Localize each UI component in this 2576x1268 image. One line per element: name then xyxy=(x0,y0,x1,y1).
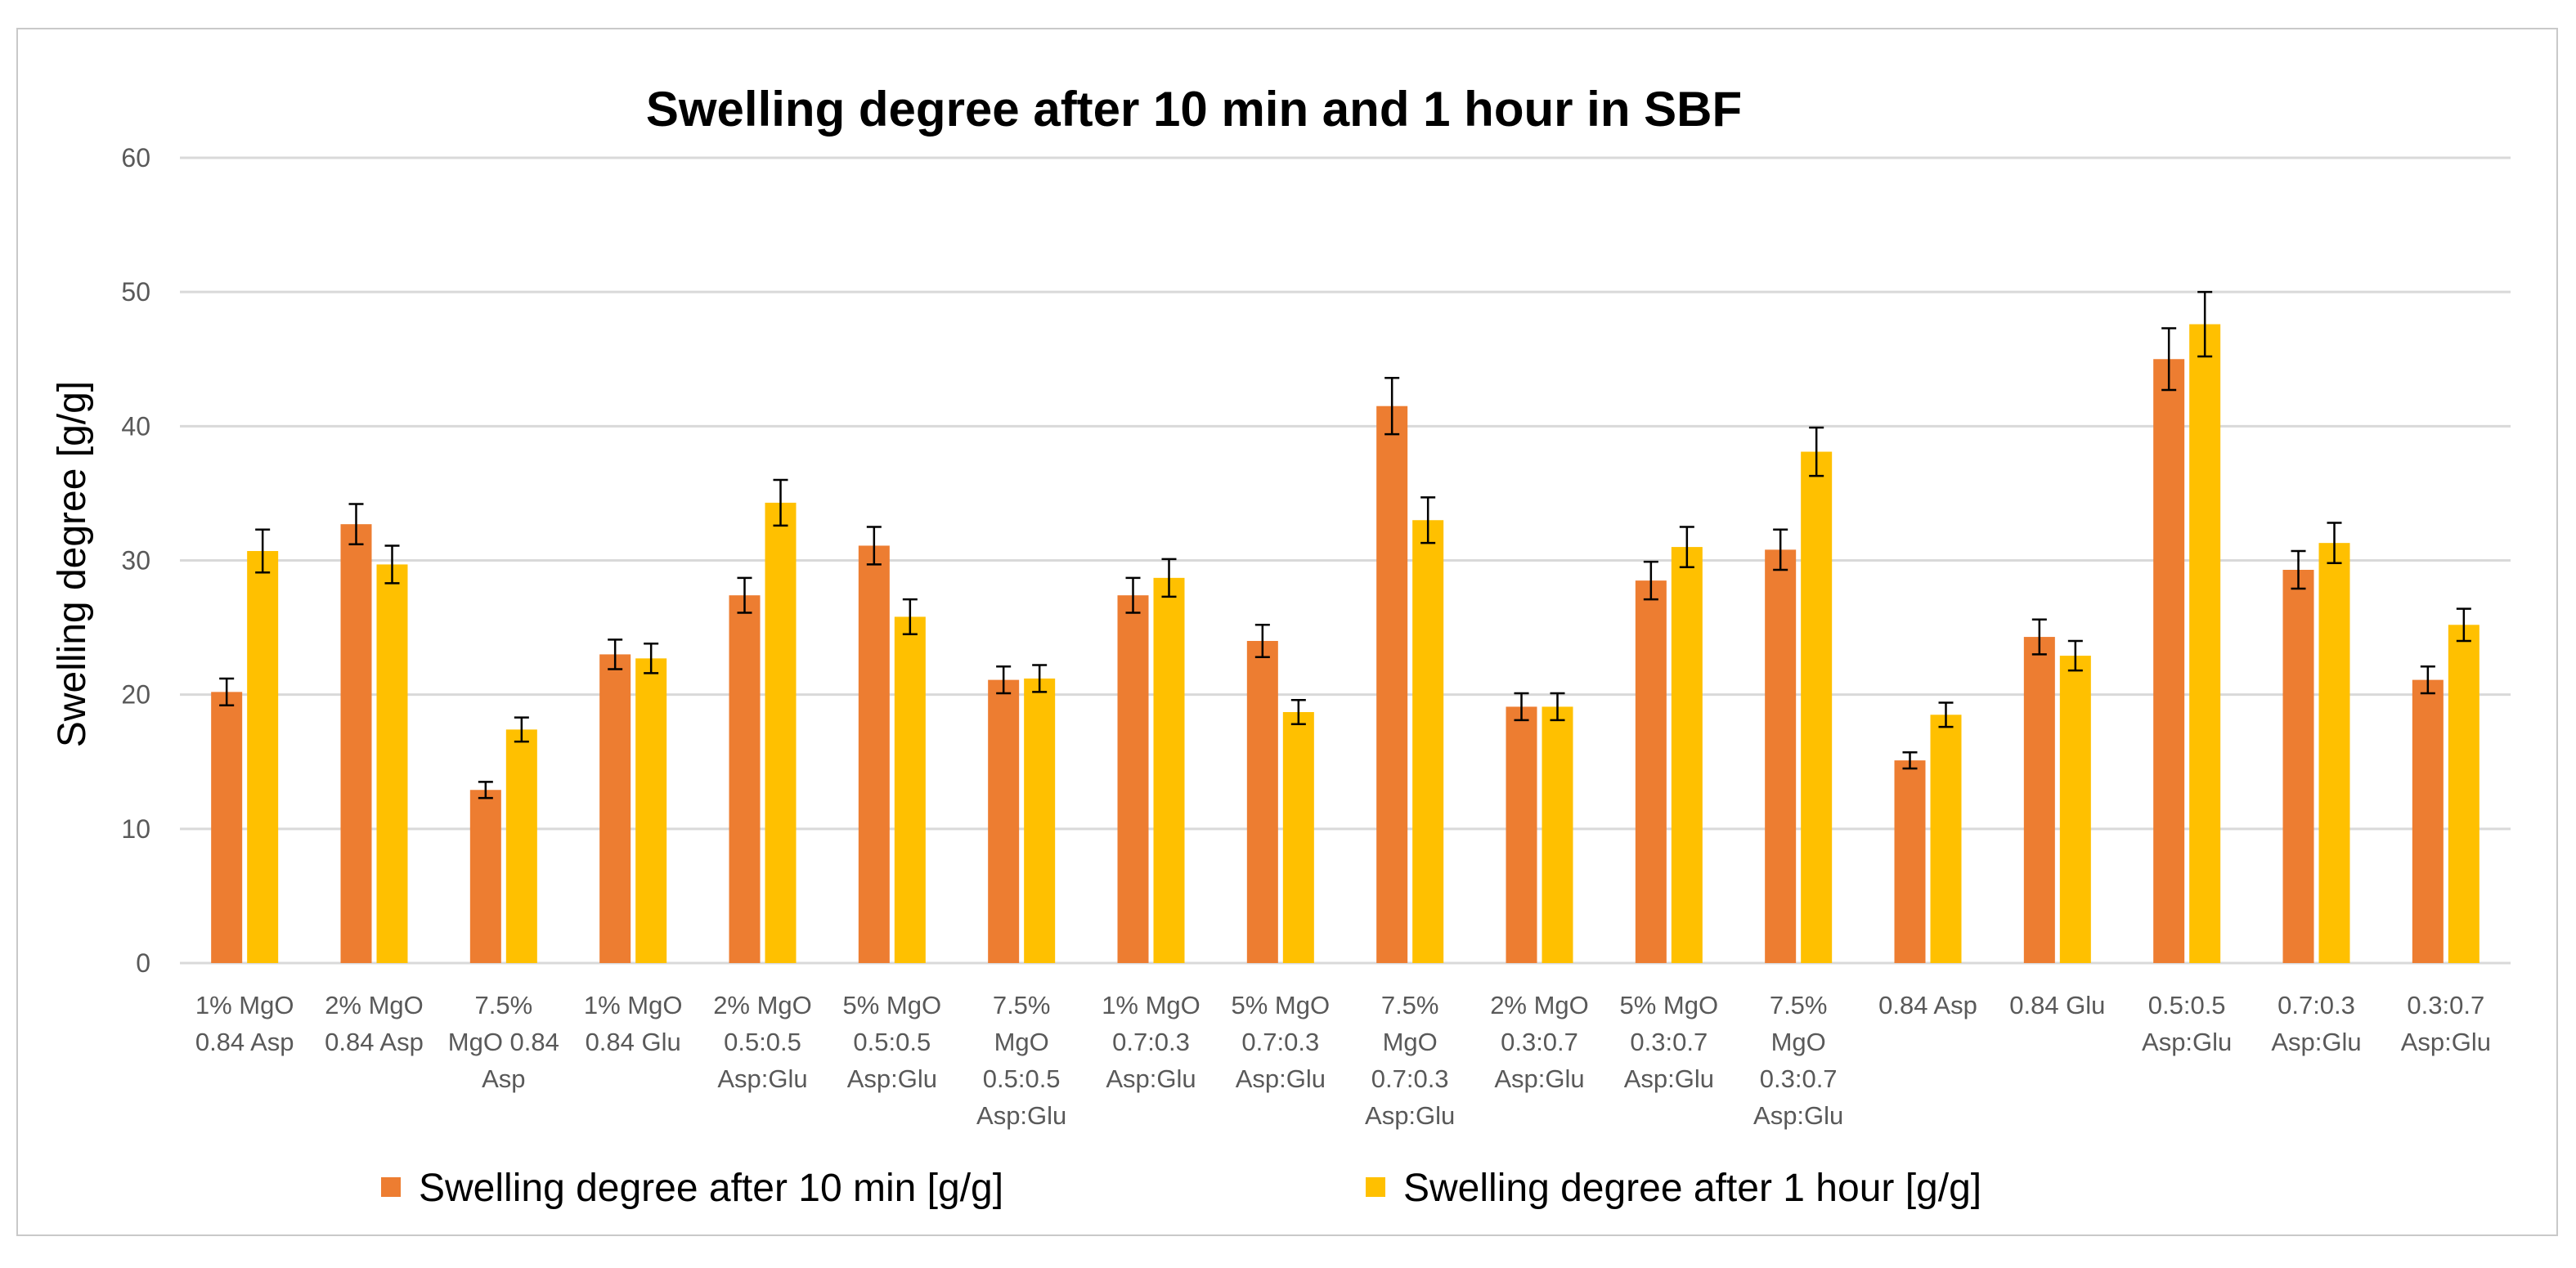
x-tick-label: 0.5:0.5 Asp:Glu xyxy=(2142,991,2232,1056)
chart-frame xyxy=(16,28,2558,1236)
bar-1hour xyxy=(505,729,537,963)
chart-title: Swelling degree after 10 min and 1 hour … xyxy=(646,82,1742,137)
bar-10min xyxy=(1635,580,1667,963)
bar-1hour xyxy=(2189,324,2221,964)
bar-1hour xyxy=(765,502,797,963)
bar-10min xyxy=(1765,549,1797,963)
y-tick-label: 20 xyxy=(121,680,150,710)
bar-10min xyxy=(340,524,372,963)
y-tick-label: 10 xyxy=(121,814,150,844)
x-tick-label: 7.5% MgO 0.5:0.5 Asp:Glu xyxy=(976,991,1066,1130)
bar-10min xyxy=(2282,569,2314,963)
x-tick-label: 5% MgO 0.5:0.5 Asp:Glu xyxy=(843,991,942,1093)
bar-1hour xyxy=(2059,656,2091,963)
x-tick-label: 2% MgO 0.84 Asp xyxy=(325,991,424,1056)
x-tick-label: 2% MgO 0.5:0.5 Asp:Glu xyxy=(713,991,812,1093)
bar-10min xyxy=(1376,405,1408,963)
bar-1hour xyxy=(1024,678,1056,963)
bar-10min xyxy=(1894,760,1926,963)
x-tick-label: 1% MgO 0.84 Glu xyxy=(584,991,683,1056)
bar-1hour xyxy=(1542,706,1573,963)
bar-10min xyxy=(1117,595,1149,963)
x-tick-label: 7.5% MgO 0.7:0.3 Asp:Glu xyxy=(1365,991,1455,1130)
legend-swatch-1hour xyxy=(1366,1177,1385,1197)
bar-1hour xyxy=(1801,451,1833,963)
legend-label-1hour: Swelling degree after 1 hour [g/g] xyxy=(1403,1167,1981,1210)
error-bars xyxy=(219,290,2471,800)
bar-10min xyxy=(988,679,1020,963)
bar-1hour xyxy=(1930,715,1962,963)
bar-10min xyxy=(729,595,761,963)
bar-10min xyxy=(2153,359,2185,963)
legend-label-10min: Swelling degree after 10 min [g/g] xyxy=(419,1167,1003,1210)
bar-1hour xyxy=(1671,547,1703,963)
x-tick-label: 0.3:0.7 Asp:Glu xyxy=(2401,991,2491,1056)
x-tick-label: 2% MgO 0.3:0.7 Asp:Glu xyxy=(1490,991,1589,1093)
bar-1hour xyxy=(1412,520,1444,963)
y-tick-label: 40 xyxy=(121,411,150,441)
y-tick-label: 0 xyxy=(136,948,150,978)
x-axis-ticks: 1% MgO 0.84 Asp 2% MgO 0.84 Asp 7.5% MgO 0.84… xyxy=(195,991,2491,1130)
bar-10min xyxy=(2023,637,2055,963)
bar-1hour xyxy=(1282,712,1314,963)
bar-1hour xyxy=(2448,625,2480,963)
bar-10min xyxy=(2412,679,2444,963)
bar-1hour xyxy=(2318,543,2350,963)
legend-swatch-10min xyxy=(381,1177,401,1197)
bar-10min xyxy=(469,790,501,963)
x-tick-label: 7.5% MgO 0.3:0.7 Asp:Glu xyxy=(1753,991,1843,1130)
legend: Swelling degree after 10 min [g/g] Swell… xyxy=(381,1167,1981,1210)
x-tick-label: 0.84 Glu xyxy=(2009,991,2105,1019)
bar-10min xyxy=(211,692,243,963)
bar-10min xyxy=(599,654,631,963)
bar-1hour xyxy=(894,616,926,963)
x-tick-label: 5% MgO 0.7:0.3 Asp:Glu xyxy=(1232,991,1331,1093)
bar-1hour xyxy=(247,551,279,963)
grid xyxy=(180,156,2511,965)
y-axis-label: Swelling degree [g/g] xyxy=(51,381,94,747)
x-tick-label: 0.84 Asp xyxy=(1878,991,1977,1019)
y-tick-label: 50 xyxy=(121,277,150,307)
bar-10min xyxy=(1506,706,1537,963)
bar-10min xyxy=(858,545,890,963)
x-tick-label: 7.5% MgO 0.84 Asp xyxy=(448,991,559,1093)
bar-1hour xyxy=(1153,577,1185,963)
x-tick-label: 1% MgO 0.84 Asp xyxy=(195,991,294,1056)
x-tick-label: 0.7:0.3 Asp:Glu xyxy=(2271,991,2361,1056)
bar-1hour xyxy=(376,564,408,963)
x-tick-label: 5% MgO 0.3:0.7 Asp:Glu xyxy=(1620,991,1719,1093)
x-tick-label: 1% MgO 0.7:0.3 Asp:Glu xyxy=(1102,991,1200,1093)
bar-1hour xyxy=(635,658,667,963)
y-tick-label: 30 xyxy=(121,546,150,576)
y-axis-ticks: 0 10 20 30 40 50 60 xyxy=(121,143,150,978)
y-tick-label: 60 xyxy=(121,143,150,173)
bar-10min xyxy=(1246,641,1278,963)
bars xyxy=(211,324,2480,964)
